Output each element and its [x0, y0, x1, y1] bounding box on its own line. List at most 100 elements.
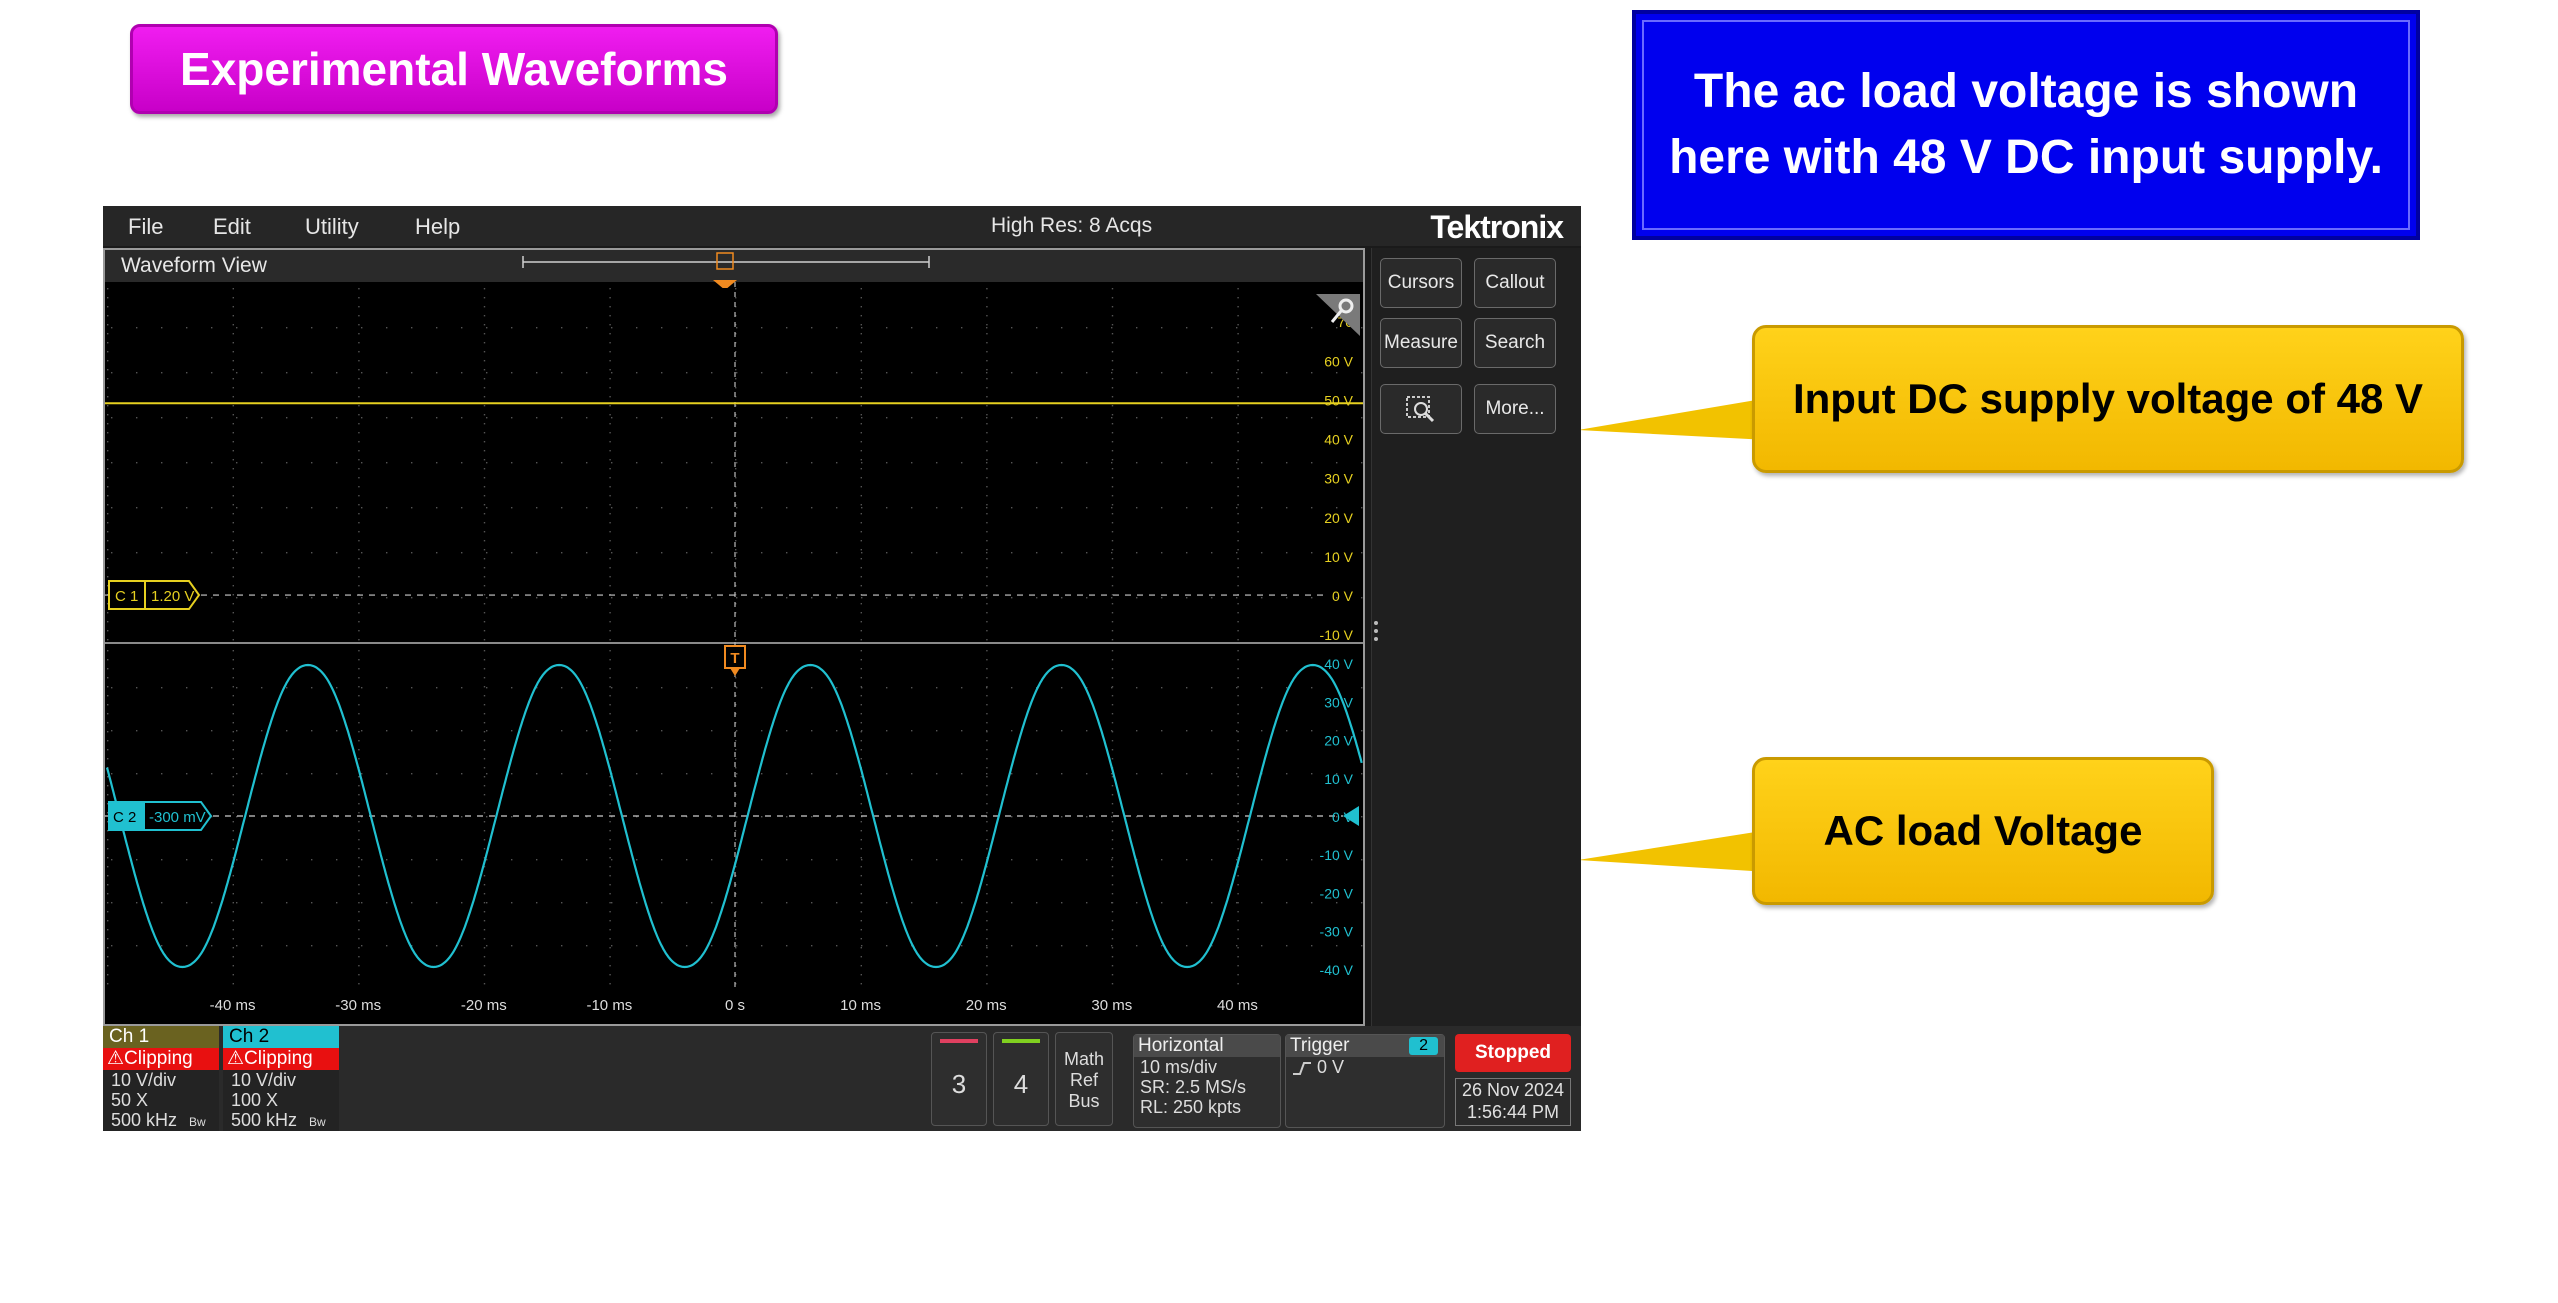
panel-resize-handle-icon[interactable] [1372, 618, 1382, 648]
grid-dot [986, 378, 988, 380]
grid-dot [161, 552, 163, 554]
trigger-badge[interactable]: Trigger 2 0 V [1285, 1034, 1445, 1128]
search-button[interactable]: Search [1474, 318, 1556, 368]
wrench-icon[interactable] [1310, 292, 1362, 338]
grid-dot [811, 816, 813, 818]
grid-dot [611, 687, 613, 689]
grid-dot [609, 920, 611, 922]
grid-dot [1161, 945, 1163, 947]
record-view-timeline[interactable] [103, 248, 1365, 288]
grid-dot [986, 324, 988, 326]
grid-dot [483, 839, 486, 841]
grid-dot [336, 417, 338, 419]
grid-dot [261, 730, 263, 732]
grid-dot [786, 327, 788, 329]
zoom-region-button[interactable] [1380, 384, 1462, 434]
grid-dot [1061, 327, 1063, 329]
trigger-position-arrow-icon[interactable] [713, 280, 737, 288]
grid-dot [786, 417, 788, 419]
grid-dot [735, 965, 737, 967]
grid-dot [1211, 902, 1213, 904]
grid-dot [986, 552, 988, 554]
run-stop-status[interactable]: Stopped [1455, 1034, 1571, 1072]
grid-dot [486, 945, 488, 947]
grid-dot [358, 567, 360, 569]
grid-dot [107, 531, 109, 533]
grid-dot [861, 902, 863, 904]
grid-dot [860, 830, 862, 832]
grid-dot [711, 552, 713, 554]
grid-dot [211, 945, 213, 947]
menu-help[interactable]: Help [415, 214, 461, 239]
grid-dot [609, 531, 611, 533]
grid-dot [886, 462, 888, 464]
waveform-view[interactable]: Waveform View 70 60 V 50 V 40 V 30 V 20 V 10 V… [103, 248, 1365, 1026]
grid-dot [986, 603, 988, 605]
grid-dot [1261, 816, 1263, 818]
grid-dot [636, 773, 638, 775]
grid-dot [107, 396, 109, 398]
grid-dot [111, 327, 113, 329]
grid-dot [1237, 360, 1239, 362]
menu-file[interactable]: File [128, 214, 164, 239]
grid-dot [811, 902, 813, 904]
menu-edit[interactable]: Edit [213, 214, 251, 239]
cursors-button[interactable]: Cursors [1380, 258, 1462, 308]
grid-dot [986, 687, 988, 689]
grid-dot [1211, 687, 1213, 689]
grid-dot [336, 597, 338, 599]
grid-dot [736, 687, 738, 689]
ch3-button[interactable]: 3 [931, 1032, 987, 1126]
math-ref-bus-button[interactable]: Math Ref Bus [1055, 1032, 1113, 1126]
callout-button[interactable]: Callout [1474, 258, 1556, 308]
ch2-marker-label: C 2 [113, 809, 136, 826]
grid-dot [107, 830, 109, 832]
grid-dot [361, 597, 363, 599]
grid-dot [661, 730, 663, 732]
grid-dot [986, 839, 988, 841]
grid-dot [107, 938, 109, 940]
grid-dot [861, 859, 863, 861]
grid-dot [1111, 902, 1113, 904]
grid-dot [1336, 327, 1338, 329]
grid-dot [986, 983, 988, 985]
grid-dot [232, 668, 234, 670]
menu-utility[interactable]: Utility [305, 214, 359, 239]
grid-dot [107, 477, 109, 479]
grid-dot [1361, 462, 1363, 464]
grid-dot [736, 597, 738, 599]
more-button[interactable]: More... [1474, 384, 1556, 434]
measure-button[interactable]: Measure [1380, 318, 1462, 368]
grid-dot [1237, 486, 1239, 488]
grid-dot [511, 462, 513, 464]
grid-dot [860, 297, 862, 299]
grid-dot [1061, 417, 1063, 419]
grid-dot [483, 668, 486, 670]
grid-dot [536, 417, 538, 419]
grid-dot [286, 902, 288, 904]
grid-dot [611, 597, 613, 599]
grid-dot [735, 830, 737, 832]
grid-dot [1261, 327, 1263, 329]
grid-dot [1111, 947, 1114, 949]
grid-dot [461, 507, 463, 509]
grid-dot [358, 630, 360, 632]
horizontal-badge[interactable]: Horizontal 10 ms/div SR: 2.5 MS/s RL: 25… [1133, 1034, 1281, 1128]
grid-dot [232, 459, 234, 461]
grid-dot [483, 360, 486, 362]
grid-dot [586, 462, 588, 464]
grid-dot [107, 513, 109, 515]
ch1-badge[interactable]: Ch 1 ⚠Clipping 10 V/div 50 X 500 kHz Bw [103, 1026, 219, 1131]
grid-dot [358, 459, 360, 461]
acquisition-mode[interactable]: High Res: 8 Acqs [991, 214, 1153, 237]
grid-dot [1286, 773, 1288, 775]
grid-dot [1186, 597, 1188, 599]
grid-dot [411, 507, 413, 509]
grid-dot [986, 414, 988, 416]
grid-dot [686, 816, 688, 818]
ch2-badge[interactable]: Ch 2 ⚠Clipping 10 V/div 100 X 500 kHz Bw [223, 1026, 339, 1131]
grid-dot [107, 866, 109, 868]
grid-dot [1237, 722, 1239, 724]
ch4-button[interactable]: 4 [993, 1032, 1049, 1126]
